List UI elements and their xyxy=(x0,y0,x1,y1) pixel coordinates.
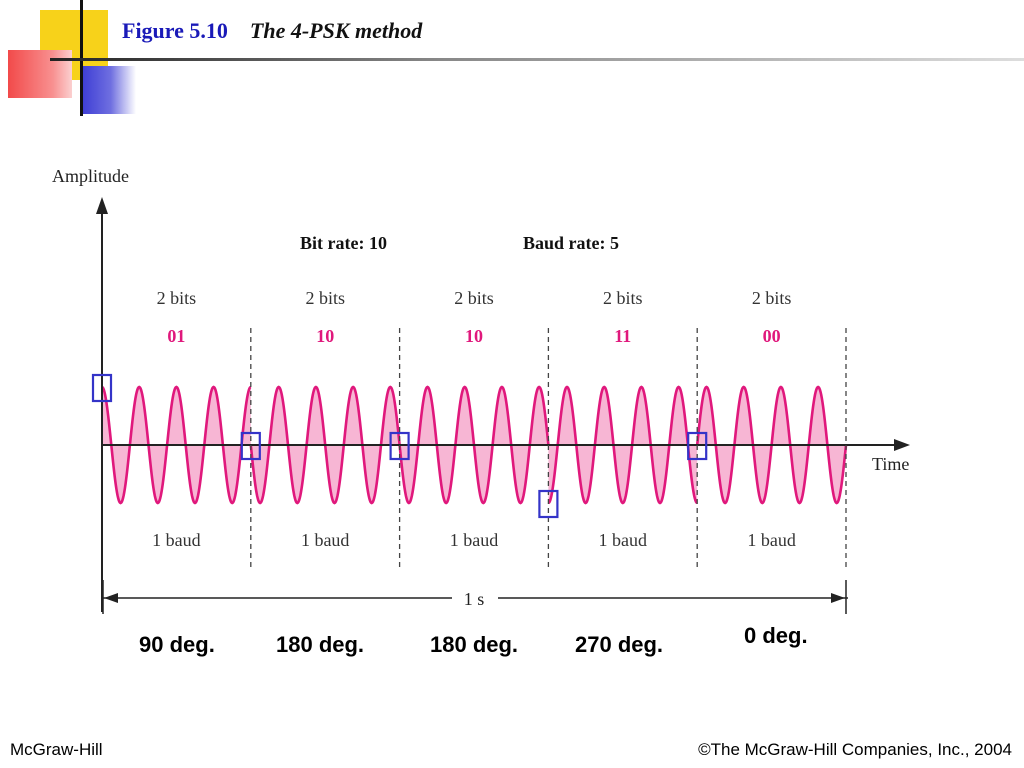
bits-value-5: 00 xyxy=(763,326,781,346)
wave-segment-4 xyxy=(547,385,698,505)
baud-label-5: 1 baud xyxy=(747,530,796,550)
bits-count-label-1: 2 bits xyxy=(157,288,197,308)
baud-label-1: 1 baud xyxy=(152,530,201,550)
phase-label-5: 0 deg. xyxy=(744,623,808,648)
bits-count-label-2: 2 bits xyxy=(305,288,345,308)
duration-arrow-left xyxy=(104,593,118,603)
duration-arrow-right xyxy=(831,593,845,603)
phase-label-4: 270 deg. xyxy=(575,632,664,657)
phase-label-2: 180 deg. xyxy=(276,632,365,657)
phase-markers xyxy=(91,373,708,519)
phase-marker-3 xyxy=(389,431,410,461)
decor-blue-square xyxy=(80,66,136,114)
bits-count-label-3: 2 bits xyxy=(454,288,494,308)
wave-segment-1 xyxy=(101,385,252,505)
baud-label-2: 1 baud xyxy=(301,530,350,550)
phase-marker-5 xyxy=(687,431,708,461)
amplitude-axis-label: Amplitude xyxy=(52,166,129,186)
bits-value-3: 10 xyxy=(465,326,483,346)
footer-copyright: ©The McGraw-Hill Companies, Inc., 2004 xyxy=(698,740,1012,759)
duration-label-bg xyxy=(452,586,498,610)
phase-marker-2 xyxy=(240,431,261,461)
figure-number: Figure 5.10 xyxy=(122,18,228,43)
footer-publisher: McGraw-Hill xyxy=(10,740,103,759)
time-axis-arrowhead xyxy=(894,439,910,451)
phase-label-1: 90 deg. xyxy=(139,632,215,657)
time-axis-label: Time xyxy=(872,454,909,474)
bits-count-label-4: 2 bits xyxy=(603,288,643,308)
segment-labels: 2 bits 01 1 baud 2 bits 10 1 baud 2 bits 10 1 ba… xyxy=(152,288,796,550)
phase-label-3: 180 deg. xyxy=(430,632,519,657)
bits-value-4: 11 xyxy=(614,326,631,346)
baud-rate-label: Baud rate: 5 xyxy=(523,233,619,253)
figure-name: The 4-PSK method xyxy=(249,18,423,43)
bits-value-2: 10 xyxy=(316,326,334,346)
bit-rate-label: Bit rate: 10 xyxy=(300,233,387,253)
bits-value-1: 01 xyxy=(167,326,185,346)
phase-marker-1 xyxy=(91,373,113,403)
baud-label-4: 1 baud xyxy=(599,530,648,550)
bits-count-label-5: 2 bits xyxy=(752,288,792,308)
phase-marker-4 xyxy=(538,489,559,519)
baud-dividers xyxy=(250,328,847,570)
slide-title: Figure 5.10 The 4-PSK method xyxy=(122,18,422,44)
baud-label-3: 1 baud xyxy=(450,530,499,550)
decor-horizontal-line xyxy=(50,58,1024,61)
amplitude-axis-arrowhead xyxy=(96,197,108,214)
duration-label: 1 s xyxy=(464,589,485,609)
